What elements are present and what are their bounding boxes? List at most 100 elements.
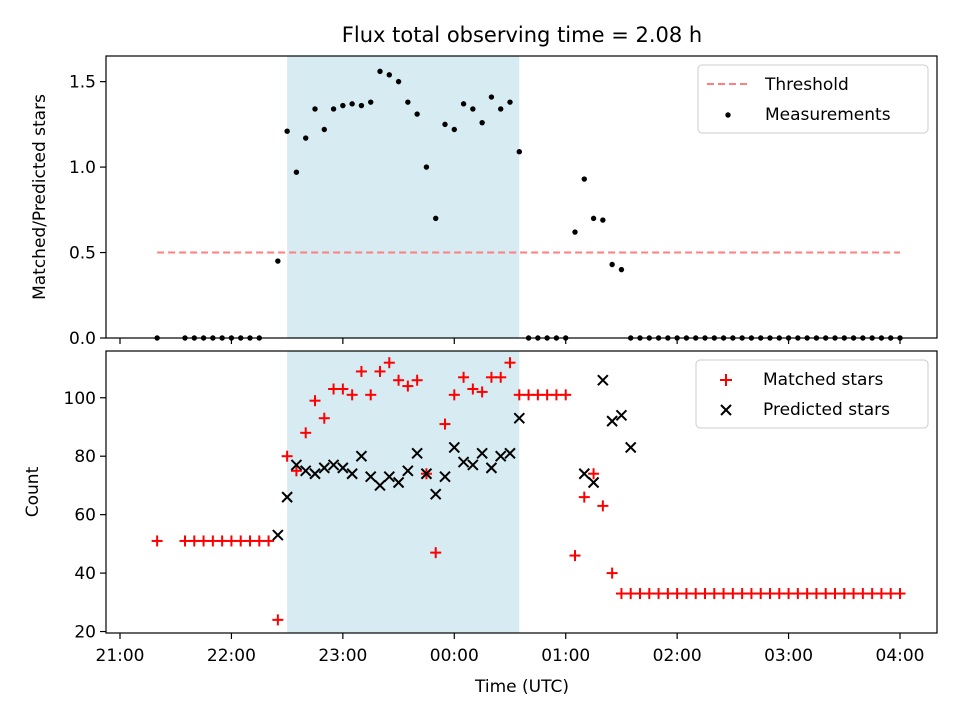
matched-star-point (671, 588, 683, 600)
matched-star-point (550, 389, 562, 401)
measurement-point (340, 102, 346, 109)
predicted-star-point (281, 491, 293, 503)
bottom-y-tick-label: 100 (64, 389, 96, 409)
measurements-series (154, 68, 903, 341)
predicted-star-point (272, 529, 284, 541)
bottom-legend: Matched stars Predicted stars (695, 359, 929, 429)
measurement-point (479, 119, 485, 126)
measurement-point (572, 229, 578, 235)
matched-star-point (467, 383, 479, 395)
measurement-point (321, 126, 327, 133)
matched-star-point (346, 389, 358, 401)
legend-threshold-label: Threshold (764, 75, 849, 95)
top-y-tick-label: 1.0 (69, 158, 96, 178)
predicted-star-point (309, 468, 321, 480)
measurement-point (433, 215, 439, 222)
predicted-star-point (457, 456, 470, 468)
matched-star-point (885, 588, 897, 600)
top-y-tick-label: 0.5 (69, 244, 96, 264)
matched-star-point (857, 588, 869, 600)
measurement-point (386, 72, 392, 78)
matched-star-point (745, 588, 757, 600)
matched-star-point (606, 567, 618, 579)
predicted-star-point (411, 447, 423, 459)
measurement-point (312, 106, 318, 112)
bottom-x-tick-label: 04:00 (876, 646, 925, 666)
matched-star-point (179, 535, 191, 547)
matched-star-point (597, 500, 609, 512)
matched-star-point (662, 588, 674, 600)
matched-star-point (699, 588, 711, 600)
predicted-star-point (606, 415, 618, 427)
matched-star-point (374, 365, 386, 377)
measurement-point (488, 94, 495, 100)
predicted-star-point (327, 459, 340, 471)
matched-star-point (309, 395, 321, 407)
matched-star-point (411, 374, 423, 386)
measurement-point (507, 99, 513, 105)
bottom-axes-frame (105, 350, 938, 634)
top-x-ticks (119, 338, 901, 344)
measurement-point (460, 101, 467, 107)
matched-star-point (402, 380, 414, 392)
bottom-y-tick-label: 20 (74, 623, 96, 643)
matched-star-point (634, 588, 646, 600)
predicted-star-point (587, 476, 600, 489)
matched-star-point (727, 588, 739, 600)
bottom-x-ticks: 21:00 22:00 23:00 00:00 01:00 02:00 03:00 04:00 (96, 633, 925, 666)
matched-star-point (764, 588, 776, 600)
matched-star-point (523, 389, 535, 401)
predicted-star-point (513, 412, 525, 424)
matched-star-point (801, 588, 813, 600)
predicted-star-point (355, 450, 368, 462)
measurement-point (358, 102, 365, 109)
matched-star-point (216, 535, 228, 547)
matched-star-point (615, 588, 627, 600)
top-shaded-span (287, 56, 520, 338)
measurement-point (405, 99, 411, 105)
matched-star-point (439, 418, 451, 430)
legend-matched-label: Matched stars (763, 370, 883, 390)
legend-predicted-label: Predicted stars (763, 400, 890, 420)
matched-star-point (476, 386, 488, 398)
predicted-star-point (346, 468, 358, 480)
predicted-star-point (625, 441, 637, 454)
matched-star-point (290, 465, 302, 477)
measurement-point (414, 111, 420, 117)
matched-star-point (198, 535, 210, 547)
measurement-point (609, 261, 615, 268)
matched-star-point (383, 357, 395, 369)
measurement-point (442, 121, 448, 128)
matched-star-point (569, 550, 581, 562)
bottom-x-tick-label: 01:00 (541, 646, 590, 666)
bottom-shaded-span (287, 351, 520, 633)
predicted-star-point (578, 468, 590, 480)
measurement-point (618, 266, 625, 273)
bottom-x-tick-label: 21:00 (96, 646, 145, 666)
top-axes-frame (105, 55, 938, 339)
legend-measurements-swatch (725, 112, 731, 118)
bottom-x-tick-label: 00:00 (430, 646, 479, 666)
top-panel: 0.0 0.5 1.0 1.5 Matched/Predicted stars Thr… (30, 55, 938, 349)
matched-star-point (625, 588, 637, 600)
predicted-star-point (337, 462, 349, 474)
matched-star-point (894, 588, 906, 600)
matched-star-point (458, 371, 470, 383)
predicted-star-point (430, 488, 442, 500)
measurement-point (451, 126, 457, 133)
matched-star-point (810, 588, 822, 600)
predicted-stars-series (272, 374, 637, 541)
matched-star-point (513, 389, 525, 401)
bottom-y-axis-label: Count (23, 466, 43, 517)
predicted-star-point (365, 470, 377, 483)
top-y-tick-label: 0.0 (69, 329, 96, 349)
matched-star-point (643, 588, 655, 600)
predicted-star-point (504, 447, 516, 459)
matched-star-point (365, 389, 377, 401)
predicted-star-point (439, 470, 451, 483)
matched-star-point (318, 412, 330, 424)
matched-star-point (653, 588, 665, 600)
bottom-x-tick-label: 23:00 (318, 646, 367, 666)
matched-star-point (272, 614, 284, 626)
